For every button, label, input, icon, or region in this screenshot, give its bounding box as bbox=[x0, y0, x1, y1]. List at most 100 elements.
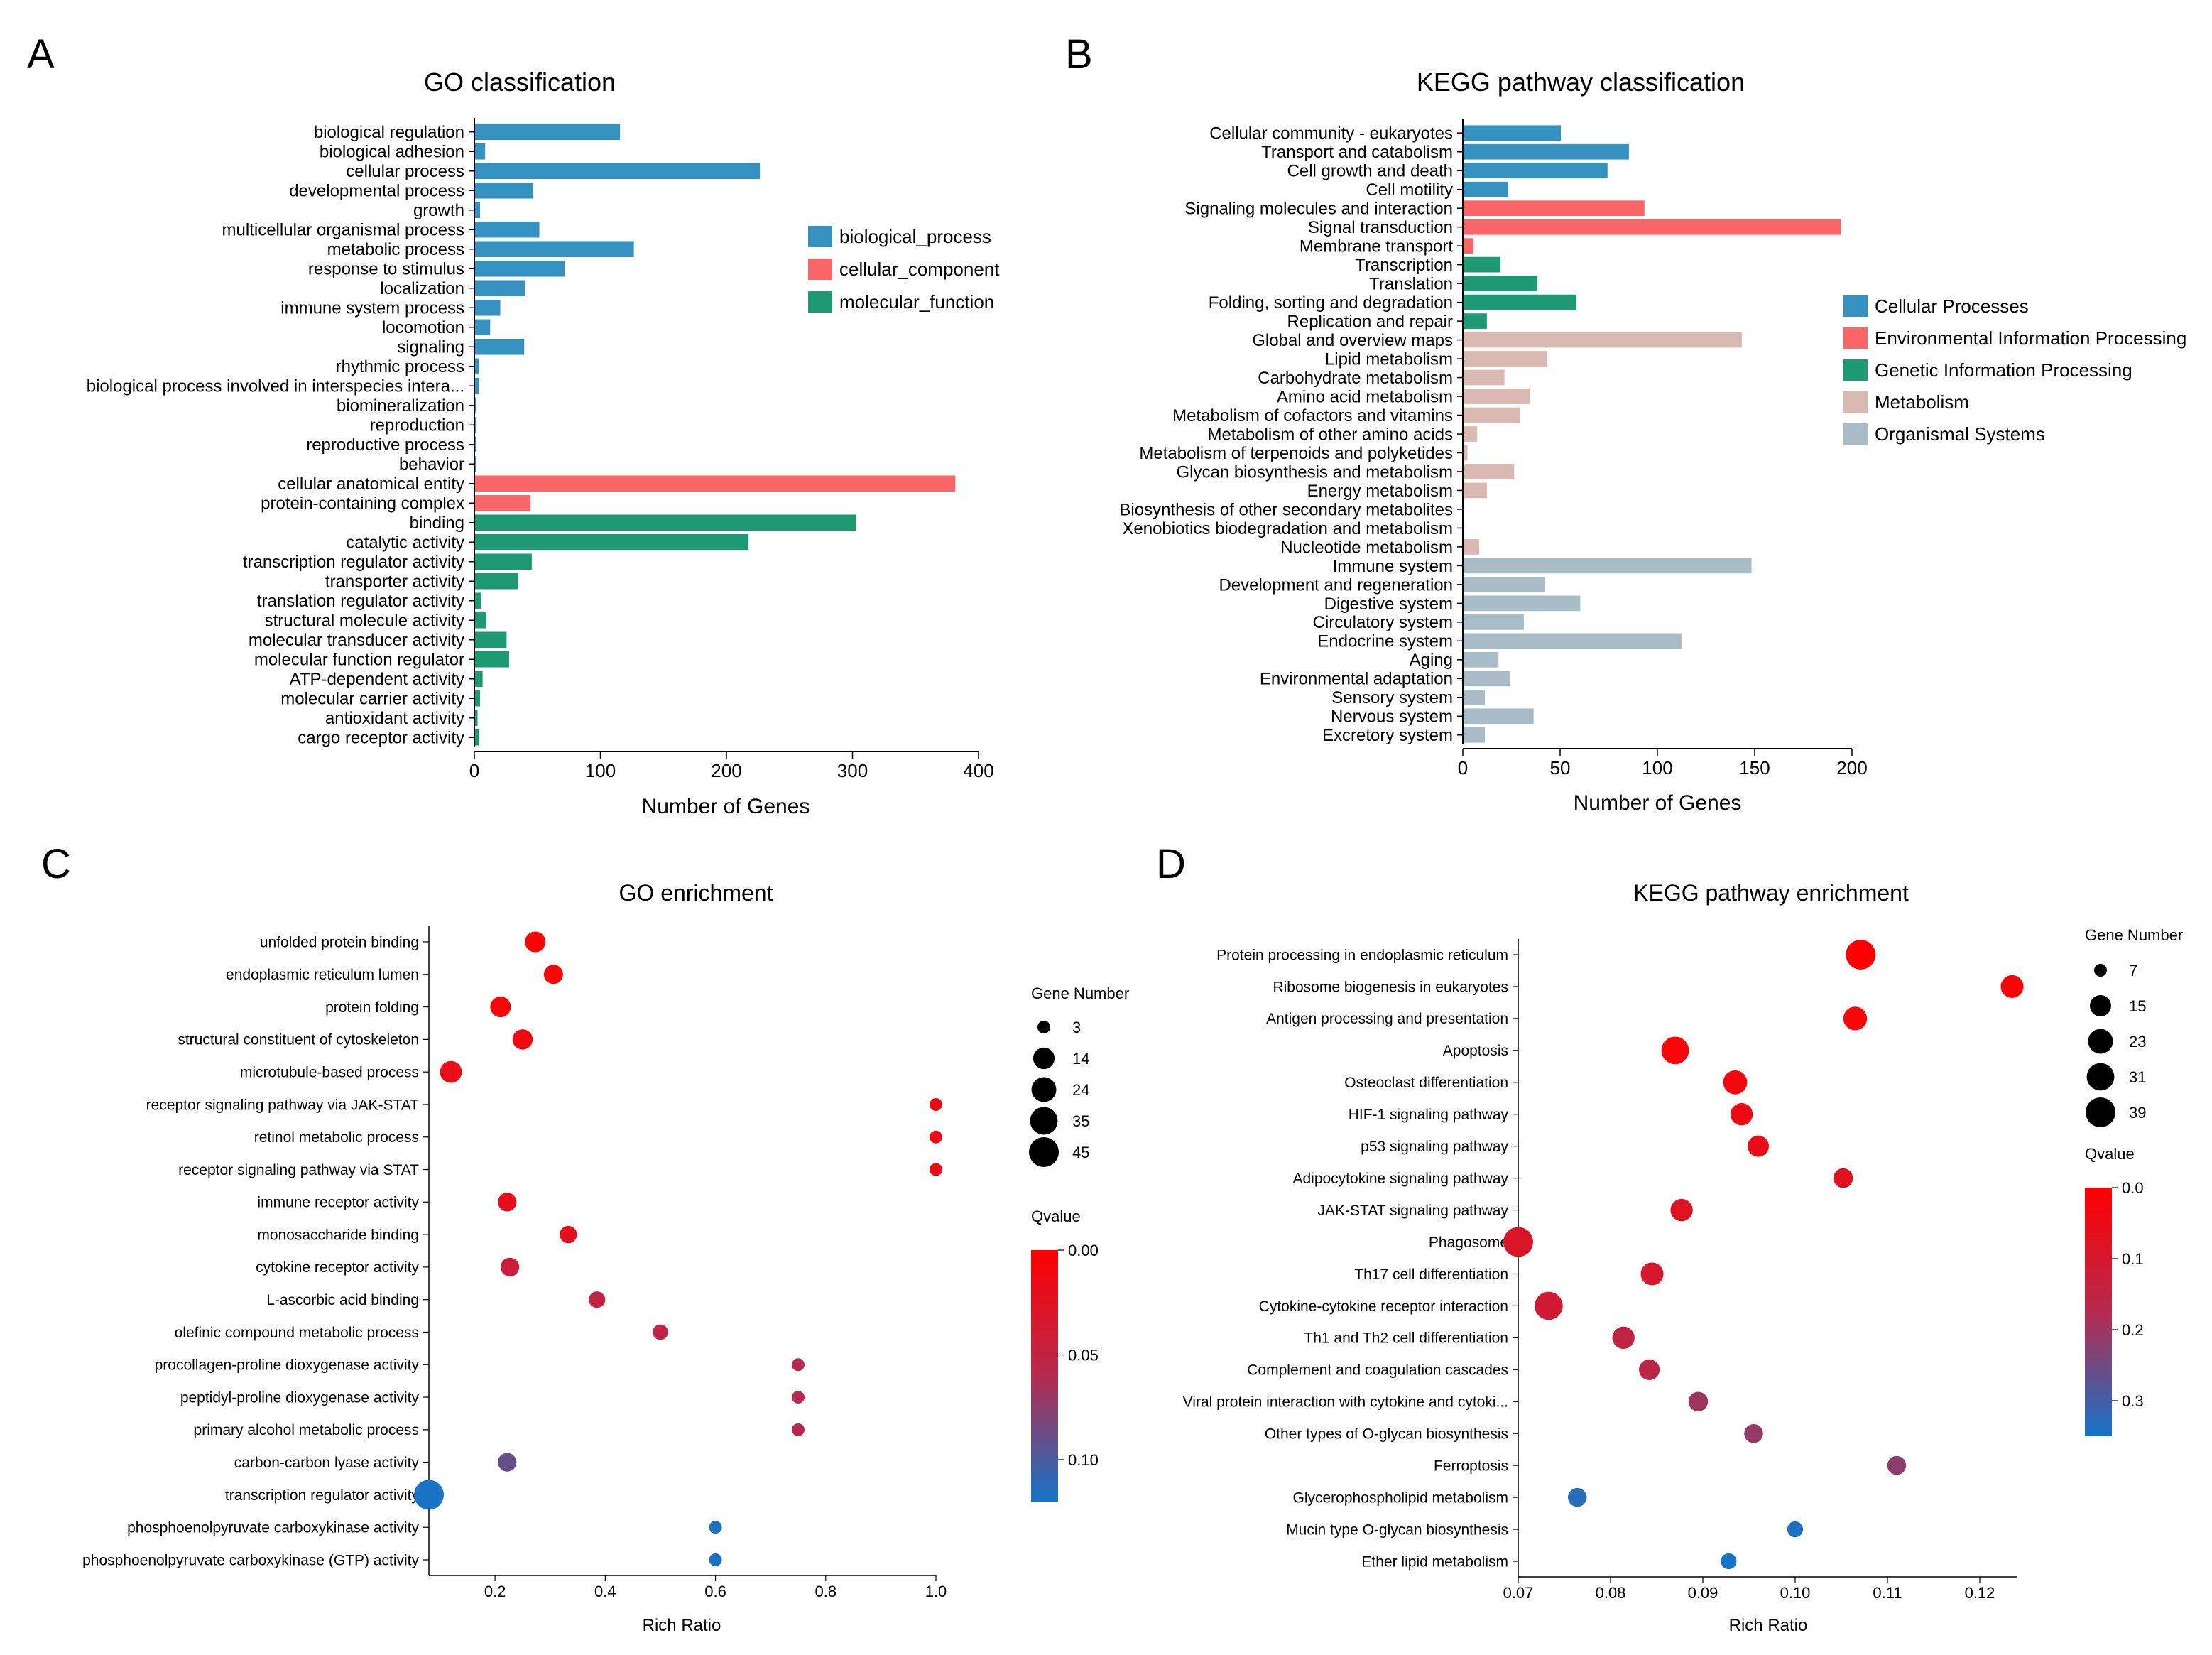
x-tick-label: 400 bbox=[963, 760, 993, 781]
colorbar bbox=[1031, 1250, 1058, 1502]
data-point bbox=[543, 965, 563, 984]
colorbar-tick-label: 0.1 bbox=[2122, 1250, 2144, 1268]
y-tick-label: Th1 and Th2 cell differentiation bbox=[1304, 1330, 1508, 1347]
y-tick-label: Cell motility bbox=[1366, 180, 1453, 200]
data-point bbox=[1833, 1168, 1853, 1188]
panel-d-kegg-enrichment: D KEGG pathway enrichment Rich Ratio Gen… bbox=[1156, 841, 2183, 1635]
legend-label: biological_process bbox=[839, 226, 991, 247]
x-tick-label: 50 bbox=[1550, 757, 1571, 778]
bar bbox=[475, 143, 486, 160]
bar bbox=[1464, 614, 1524, 630]
data-point bbox=[490, 997, 511, 1018]
size-legend-label: 14 bbox=[1072, 1050, 1089, 1068]
bar bbox=[475, 358, 479, 375]
bar bbox=[475, 280, 525, 297]
bar bbox=[475, 651, 509, 668]
legend-swatch bbox=[808, 291, 832, 313]
y-tick-label: Ether lipid metabolism bbox=[1361, 1553, 1508, 1570]
x-tick-label: 200 bbox=[1836, 757, 1867, 778]
y-tick-label: Metabolism of cofactors and vitamins bbox=[1172, 406, 1453, 425]
data-point bbox=[930, 1130, 942, 1144]
data-point bbox=[560, 1225, 577, 1244]
y-tick-label: locomotion bbox=[382, 318, 464, 337]
y-tick-label: Immune system bbox=[1333, 557, 1453, 576]
y-tick-label: Global and overview maps bbox=[1252, 331, 1453, 350]
y-tick-label: Translation bbox=[1369, 275, 1453, 294]
data-point bbox=[414, 1480, 444, 1510]
legend-label: Cellular Processes bbox=[1875, 295, 2029, 317]
chart-d-xlabel: Rich Ratio bbox=[1729, 1616, 1808, 1635]
legend-label: molecular_function bbox=[839, 291, 994, 313]
size-legend-dot bbox=[2086, 1097, 2115, 1127]
chart-a-title: GO classification bbox=[424, 67, 616, 97]
data-point bbox=[440, 1060, 462, 1083]
colorbar-tick-label: 0.3 bbox=[2122, 1392, 2144, 1410]
data-point bbox=[1887, 1455, 1907, 1475]
bar bbox=[475, 553, 532, 570]
x-tick-label: 0.11 bbox=[1873, 1584, 1902, 1602]
y-tick-label: Development and regeneration bbox=[1219, 575, 1453, 595]
y-tick-label: Protein processing in endoplasmic reticu… bbox=[1216, 947, 1508, 963]
y-tick-label: retinol metabolic process bbox=[254, 1129, 419, 1146]
y-tick-label: JAK-STAT signaling pathway bbox=[1318, 1203, 1509, 1219]
chart-c-size-legend-title: Gene Number bbox=[1031, 984, 1129, 1002]
data-point bbox=[709, 1521, 722, 1534]
size-legend-label: 39 bbox=[2129, 1104, 2146, 1122]
bar bbox=[1464, 332, 1742, 348]
x-tick-label: 0.6 bbox=[704, 1583, 726, 1600]
y-tick-label: Membrane transport bbox=[1300, 237, 1453, 256]
bar bbox=[475, 494, 531, 511]
data-point bbox=[1638, 1359, 1660, 1380]
bar bbox=[1464, 181, 1509, 197]
y-tick-label: binding bbox=[410, 514, 464, 533]
legend-label: Environmental Information Processing bbox=[1875, 327, 2186, 349]
size-legend-dot bbox=[2094, 964, 2107, 977]
data-point bbox=[791, 1391, 805, 1404]
bar bbox=[1464, 369, 1505, 386]
chart-c-color-legend-title: Qvalue bbox=[1031, 1208, 1081, 1225]
y-tick-label: Replication and repair bbox=[1287, 312, 1453, 331]
x-tick-label: 0.08 bbox=[1596, 1584, 1626, 1602]
y-tick-label: Environmental adaptation bbox=[1260, 670, 1453, 689]
y-tick-label: receptor signaling pathway via JAK-STAT bbox=[146, 1097, 420, 1113]
bar bbox=[1464, 727, 1486, 743]
chart-c-xlabel: Rich Ratio bbox=[643, 1616, 721, 1635]
panel-c-go-enrichment: C GO enrichment Rich Ratio Gene Number Q… bbox=[41, 841, 1129, 1635]
bar bbox=[475, 260, 565, 277]
y-tick-label: Signaling molecules and interaction bbox=[1184, 200, 1453, 219]
y-tick-label: Circulatory system bbox=[1313, 613, 1453, 632]
bar bbox=[1464, 577, 1546, 592]
data-point bbox=[1721, 1553, 1737, 1570]
y-tick-label: HIF-1 signaling pathway bbox=[1349, 1107, 1509, 1123]
chart-a-xlabel: Number of Genes bbox=[642, 795, 810, 818]
colorbar-tick-label: 0.05 bbox=[1068, 1347, 1099, 1364]
y-tick-label: olefinic compound metabolic process bbox=[175, 1325, 419, 1341]
data-point bbox=[1670, 1198, 1693, 1222]
y-tick-label: rhythmic process bbox=[336, 357, 464, 376]
y-tick-label: Metabolism of terpenoids and polyketides bbox=[1139, 444, 1453, 463]
data-point bbox=[653, 1324, 668, 1340]
y-tick-label: growth bbox=[413, 201, 464, 220]
y-tick-label: peptidyl-proline dioxygenase activity bbox=[180, 1389, 420, 1406]
size-legend-dot bbox=[1037, 1021, 1050, 1033]
bar bbox=[475, 416, 476, 433]
y-tick-label: localization bbox=[380, 279, 464, 298]
data-point bbox=[512, 1029, 533, 1050]
size-legend-dot bbox=[1033, 1047, 1055, 1070]
bar bbox=[1464, 238, 1473, 254]
chart-c-title: GO enrichment bbox=[619, 880, 773, 906]
legend-swatch bbox=[1843, 391, 1868, 413]
bar bbox=[1464, 219, 1841, 235]
bar bbox=[1464, 389, 1530, 404]
bar bbox=[475, 671, 483, 688]
y-tick-label: protein-containing complex bbox=[261, 494, 464, 514]
x-tick-label: 0.4 bbox=[594, 1583, 616, 1600]
y-tick-label: carbon-carbon lyase activity bbox=[234, 1455, 420, 1471]
bar bbox=[1464, 708, 1534, 725]
y-tick-label: response to stimulus bbox=[308, 260, 464, 279]
bar bbox=[475, 397, 476, 414]
bar bbox=[1464, 426, 1478, 442]
y-tick-label: Transport and catabolism bbox=[1261, 143, 1453, 162]
bar bbox=[475, 377, 479, 394]
